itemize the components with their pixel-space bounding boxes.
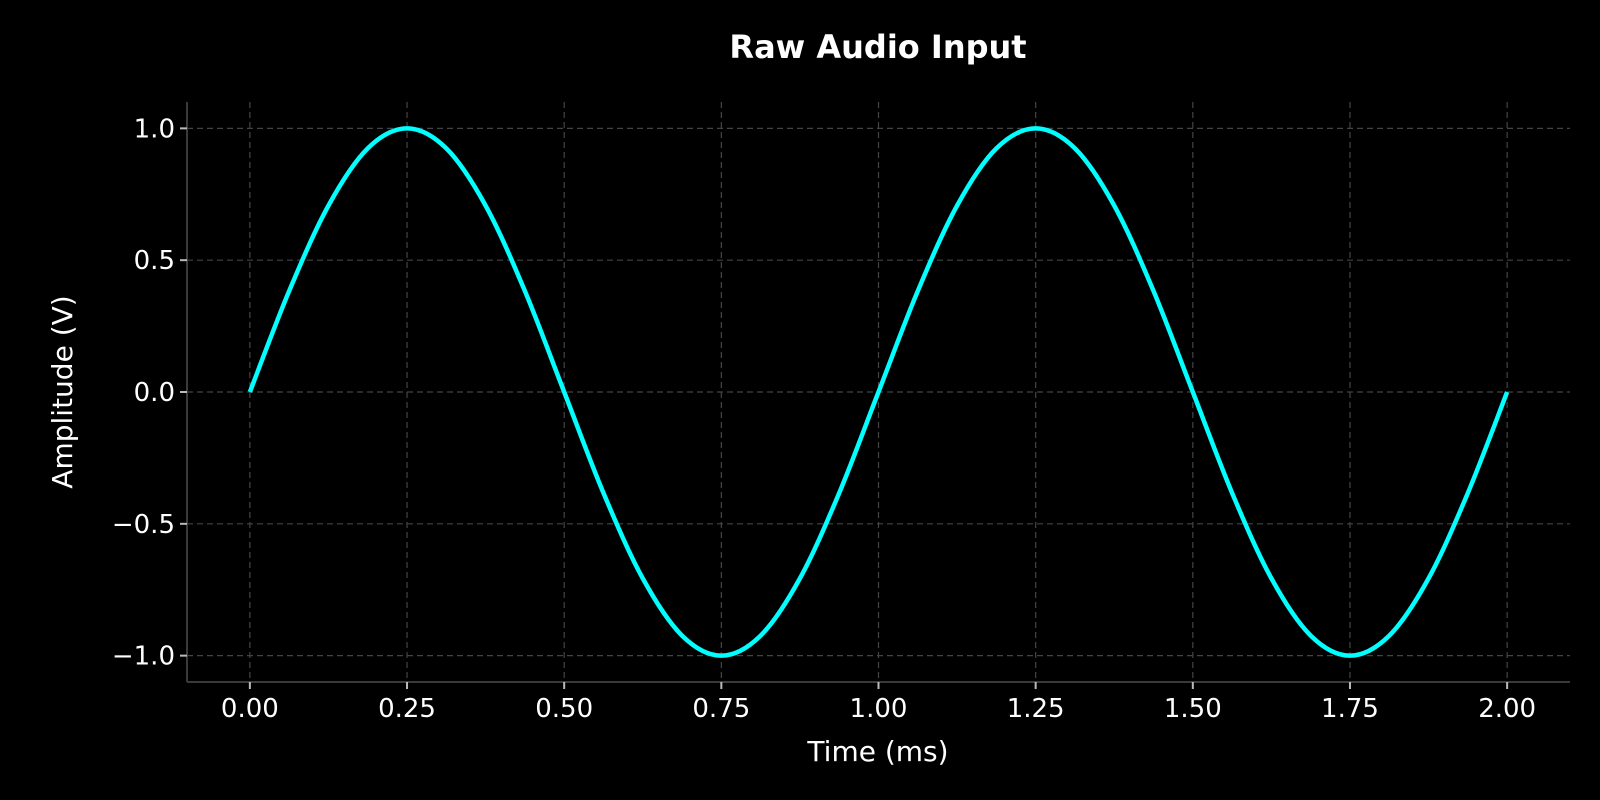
x-tick-label: 0.25	[378, 694, 436, 724]
x-axis-label: Time (ms)	[806, 735, 948, 768]
x-tick-label: 2.00	[1478, 694, 1536, 724]
series-layer	[247, 126, 1510, 658]
y-tick-label: 0.5	[134, 246, 175, 276]
x-tick-label: 0.50	[535, 694, 593, 724]
ticks-layer: 0.00 0.25 0.50 0.75 1.00 1.25 1.50 1.75 2.00 1.0 0…	[112, 114, 1536, 724]
series-line	[247, 126, 1510, 658]
x-tick-label: 0.00	[221, 694, 279, 724]
x-tick-label: 0.75	[692, 694, 750, 724]
x-tick-label: 1.75	[1321, 694, 1379, 724]
y-axis-label: Amplitude (V)	[46, 295, 79, 488]
y-tick-label: −1.0	[112, 642, 175, 672]
x-tick-label: 1.25	[1007, 694, 1065, 724]
x-tick-label: 1.00	[850, 694, 908, 724]
chart-title: Raw Audio Input	[729, 28, 1026, 66]
y-tick-label: 0.0	[134, 378, 175, 408]
x-tick-label: 1.50	[1164, 694, 1222, 724]
y-tick-label: −0.5	[112, 510, 175, 540]
y-tick-label: 1.0	[134, 114, 175, 144]
